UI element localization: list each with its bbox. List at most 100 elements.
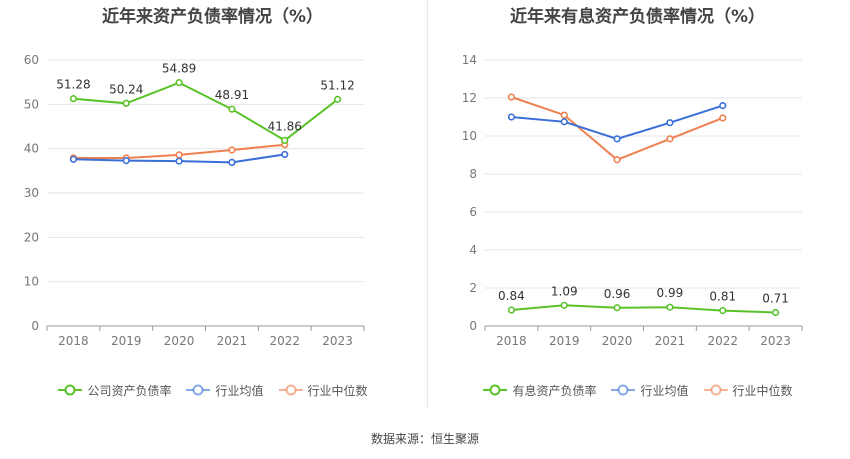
y-tick-label: 8 — [469, 167, 477, 181]
data-point — [69, 155, 78, 163]
data-point — [507, 306, 516, 314]
y-tick-label: 60 — [24, 53, 39, 67]
legend-swatch-icon — [703, 384, 728, 396]
series-line — [511, 104, 724, 140]
legend-item[interactable]: 有息资产负债率 — [482, 382, 596, 399]
right-chart-panel: 近年来有息资产负债率情况（%） 0 2 4 6 8 10 12 14 2018 2019 2020 2… — [425, 0, 850, 459]
data-point — [507, 113, 516, 121]
legend-label: 行业均值 — [640, 383, 689, 398]
legend-label: 有息资产负债率 — [512, 383, 597, 398]
y-tick-label: 0 — [469, 319, 477, 333]
legend-swatch-icon — [58, 384, 83, 396]
legend-label: 行业中位数 — [307, 383, 368, 398]
data-point — [666, 119, 674, 127]
x-tick-label: 2023 — [760, 334, 791, 348]
data-label: 0.96 — [604, 287, 631, 301]
data-label: 0.99 — [657, 286, 684, 300]
data-point — [122, 157, 130, 165]
legend-item[interactable]: 行业中位数 — [278, 382, 368, 399]
y-tick-label: 10 — [24, 275, 39, 289]
legend-item[interactable]: 行业中位数 — [703, 382, 793, 399]
data-source-note: 数据来源：恒生聚源 — [370, 432, 479, 446]
series-line — [511, 96, 724, 161]
legend-item[interactable]: 行业均值 — [610, 382, 689, 399]
data-point — [719, 114, 727, 122]
legend-label: 公司资产负债率 — [87, 383, 172, 398]
x-tick-label: 2019 — [111, 334, 142, 348]
legend-item[interactable]: 行业均值 — [185, 382, 264, 399]
x-tick-label: 2021 — [217, 334, 248, 348]
y-tick-label: 0 — [31, 319, 39, 333]
series-line — [73, 81, 339, 142]
data-label: 0.81 — [709, 290, 736, 304]
data-label: 1.09 — [551, 284, 578, 298]
y-tick-label: 4 — [469, 243, 477, 257]
y-tick-label: 40 — [24, 142, 39, 156]
data-point — [560, 301, 568, 309]
data-label: 48.91 — [215, 88, 249, 102]
panel-divider — [427, 0, 428, 408]
legend-marker — [192, 384, 204, 396]
interest-bearing-debt-ratio-chart: 0 2 4 6 8 10 12 14 2018 2019 2020 2021 2022 2023 0.84 1… — [462, 53, 803, 348]
data-point — [228, 105, 236, 113]
debt-ratio-chart: 0 10 20 30 40 50 60 2018 2019 2020 2021 2022 2023 51.… — [24, 53, 365, 348]
y-tick-label: 10 — [462, 129, 477, 143]
legend-marker — [710, 384, 721, 396]
y-tick-label: 20 — [24, 230, 39, 244]
y-tick-label: 6 — [469, 205, 477, 219]
data-point — [228, 146, 236, 154]
legend-item[interactable]: 公司资产负债率 — [57, 382, 171, 399]
data-point — [175, 151, 183, 159]
legend-swatch-icon — [186, 384, 211, 396]
x-tick-label: 2018 — [58, 334, 89, 348]
chart-title: 近年来有息资产负债率情况（%） — [509, 7, 766, 27]
legend-marker — [64, 384, 76, 396]
data-point — [560, 118, 568, 126]
data-point — [228, 158, 236, 167]
chart-legend: 公司资产负债率 行业均值 行业中位数 — [0, 378, 425, 402]
data-label: 0.71 — [762, 292, 789, 306]
data-point — [719, 101, 727, 110]
data-point — [507, 93, 516, 101]
data-point — [69, 95, 78, 103]
x-tick-label: 2022 — [269, 334, 300, 348]
y-tick-label: 50 — [24, 97, 39, 111]
chart-title: 近年来资产负债率情况（%） — [101, 7, 324, 27]
data-label: 54.89 — [162, 62, 196, 76]
data-point — [666, 303, 674, 311]
legend-marker — [617, 384, 629, 396]
legend-marker — [285, 384, 296, 396]
x-tick-label: 2019 — [549, 334, 580, 348]
data-label: 51.12 — [320, 78, 354, 92]
series-line — [511, 304, 776, 314]
x-tick-label: 2018 — [496, 334, 527, 348]
data-point — [281, 150, 289, 159]
legend-swatch-icon — [611, 384, 636, 396]
legend-marker — [489, 384, 501, 396]
legend-label: 行业中位数 — [732, 383, 793, 398]
data-point — [613, 304, 621, 312]
x-tick-label: 2021 — [655, 334, 686, 348]
data-point — [719, 307, 727, 315]
left-chart-panel: 近年来资产负债率情况（%） 0 10 20 30 40 50 60 2018 2019 2020 2… — [0, 7, 425, 402]
data-point — [122, 99, 130, 107]
data-label: 51.28 — [56, 78, 90, 92]
data-label: 41.86 — [268, 119, 302, 133]
data-label: 0.84 — [498, 289, 525, 303]
x-tick-label: 2020 — [602, 334, 633, 348]
y-tick-label: 12 — [462, 91, 477, 105]
y-tick-label: 30 — [24, 186, 39, 200]
data-point — [281, 136, 289, 145]
x-tick-label: 2020 — [164, 334, 195, 348]
data-point — [613, 135, 621, 143]
chart-legend: 有息资产负债率 行业均值 行业中位数 — [425, 378, 850, 402]
data-point — [666, 135, 674, 143]
legend-label: 行业均值 — [215, 383, 264, 398]
y-tick-label: 14 — [462, 53, 477, 67]
y-tick-label: 2 — [469, 281, 477, 295]
data-point — [771, 308, 780, 317]
data-point — [175, 157, 183, 165]
x-tick-label: 2023 — [322, 334, 353, 348]
x-tick-label: 2022 — [707, 334, 738, 348]
data-point — [613, 156, 621, 164]
